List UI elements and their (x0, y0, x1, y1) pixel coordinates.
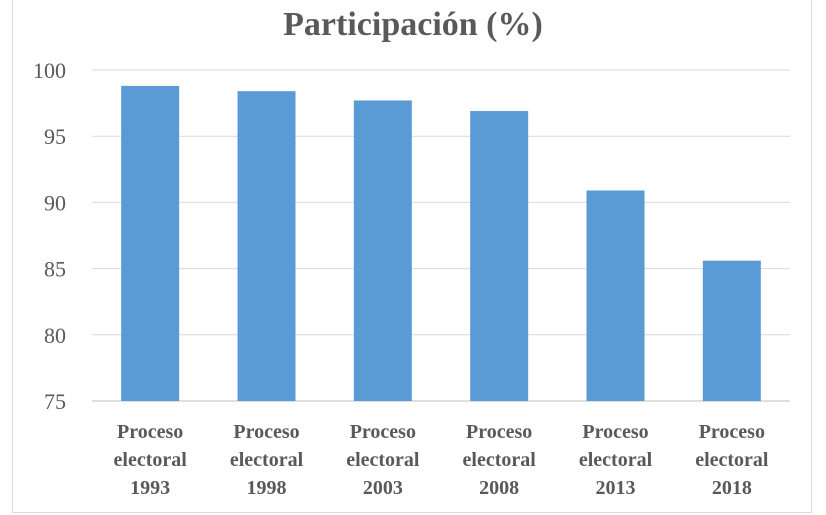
bars (121, 85, 761, 402)
y-tick-label: 80 (44, 323, 66, 348)
bar (586, 190, 645, 401)
x-tick-label: Proceso electoral 1998 (230, 421, 304, 499)
x-tick-label: Proceso electoral 2003 (346, 421, 420, 499)
y-tick-label: 90 (44, 190, 66, 215)
x-tick-label: Proceso electoral 2008 (463, 421, 537, 499)
y-tick-label: 95 (44, 124, 66, 149)
x-tick-label: Proceso electoral 2018 (695, 421, 769, 499)
gridlines (92, 69, 790, 402)
x-tick-label: Proceso electoral 1993 (114, 421, 188, 499)
chart-title: Participación (%) (283, 6, 543, 43)
bar (237, 91, 296, 402)
x-axis-ticks: Proceso electoral 1993 Proceso electoral 1998… (114, 421, 769, 499)
bar (470, 111, 529, 401)
bar (353, 100, 412, 402)
bar (121, 85, 180, 401)
bar (702, 260, 761, 401)
y-tick-label: 75 (44, 389, 66, 414)
y-tick-label: 100 (33, 58, 66, 83)
x-tick-label: Proceso electoral 2013 (579, 421, 653, 499)
y-axis-ticks: 75 80 85 90 95 100 (33, 58, 66, 414)
y-tick-label: 85 (44, 257, 66, 282)
